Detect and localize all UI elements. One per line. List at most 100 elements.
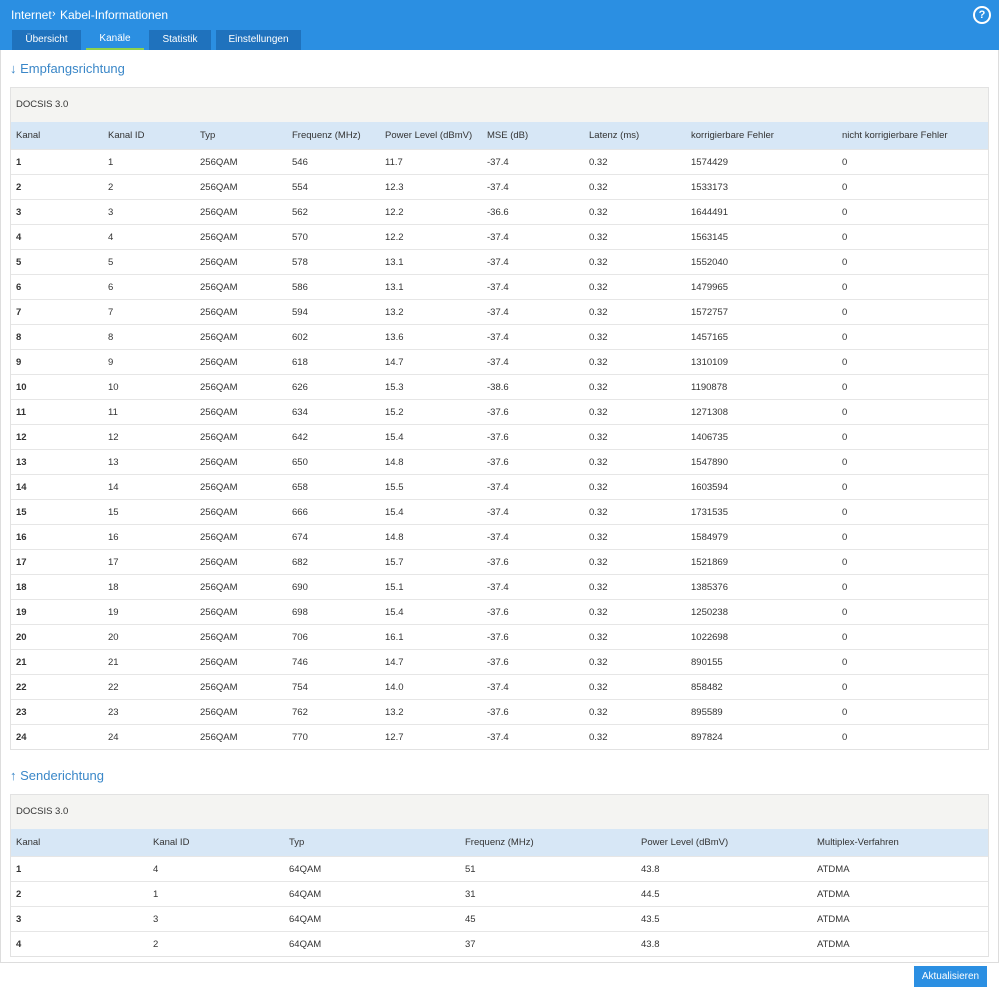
table-cell: 12 xyxy=(16,432,27,443)
table-cell: 0 xyxy=(842,407,848,418)
table-cell: -37.4 xyxy=(487,307,509,318)
table-cell: 13 xyxy=(16,457,27,468)
table-cell: 0.32 xyxy=(589,707,608,718)
table-cell: 43.8 xyxy=(641,939,660,950)
table-cell: 256QAM xyxy=(200,382,238,393)
table-cell: 0.32 xyxy=(589,357,608,368)
table-cell: 256QAM xyxy=(200,632,238,643)
refresh-button[interactable]: Aktualisieren xyxy=(914,966,987,987)
table-cell: 256QAM xyxy=(200,482,238,493)
table-cell: 8 xyxy=(108,332,114,343)
table-row: 9 9 256QAM 618 14.7 -37.4 0.32 1310109 0 xyxy=(11,349,988,374)
section-title: ↓ Empfangsrichtung xyxy=(10,61,125,76)
table-cell: 1533173 xyxy=(691,182,728,193)
table-cell: 10 xyxy=(108,382,119,393)
table-cell: 1479965 xyxy=(691,282,728,293)
table-cell: 0.32 xyxy=(589,732,608,743)
tab[interactable]: Übersicht xyxy=(12,30,81,50)
section-title: ↑ Senderichtung xyxy=(10,768,104,783)
table-cell: 0 xyxy=(842,557,848,568)
table-cell: -37.4 xyxy=(487,582,509,593)
table-row: 4 4 256QAM 570 12.2 -37.4 0.32 1563145 0 xyxy=(11,224,988,249)
header: Internet › Kabel-Informationen ? Übersic… xyxy=(0,0,999,50)
tab[interactable]: Einstellungen xyxy=(216,30,301,50)
breadcrumb: Kabel-Informationen xyxy=(60,8,169,22)
help-button[interactable]: ? xyxy=(973,6,991,24)
table-cell: 256QAM xyxy=(200,157,238,168)
table-cell: 13.1 xyxy=(385,257,404,268)
table-cell: 7 xyxy=(108,307,114,318)
table-cell: 256QAM xyxy=(200,357,238,368)
column-header: Frequenz (MHz) xyxy=(465,837,534,848)
table-cell: 256QAM xyxy=(200,207,238,218)
table-cell: 1547890 xyxy=(691,457,728,468)
table-cell: 746 xyxy=(292,657,308,668)
table-cell: 0.32 xyxy=(589,257,608,268)
table-cell: 256QAM xyxy=(200,182,238,193)
table-cell: -37.6 xyxy=(487,457,509,468)
table-cell: 0 xyxy=(842,732,848,743)
table-cell: 5 xyxy=(16,257,22,268)
table-cell: 754 xyxy=(292,682,308,693)
table-cell: 0 xyxy=(842,707,848,718)
table-cell: 2 xyxy=(16,889,22,900)
table-cell: 1406735 xyxy=(691,432,728,443)
table-cell: 698 xyxy=(292,607,308,618)
table-cell: 546 xyxy=(292,157,308,168)
table-cell: 890155 xyxy=(691,657,723,668)
table-cell: 1 xyxy=(108,157,114,168)
column-header: Kanal ID xyxy=(108,130,145,141)
table-cell: 5 xyxy=(108,257,114,268)
table-cell: -37.6 xyxy=(487,657,509,668)
table-row: 1 1 256QAM 546 11.7 -37.4 0.32 1574429 0 xyxy=(11,149,988,174)
table-row: 5 5 256QAM 578 13.1 -37.4 0.32 1552040 0 xyxy=(11,249,988,274)
column-header: Typ xyxy=(200,130,216,141)
table-cell: 0.32 xyxy=(589,332,608,343)
table-cell: 0 xyxy=(842,607,848,618)
breadcrumb[interactable]: Internet xyxy=(11,8,52,22)
table-cell: 12.7 xyxy=(385,732,404,743)
table-row: 6 6 256QAM 586 13.1 -37.4 0.32 1479965 0 xyxy=(11,274,988,299)
table-row: 22 22 256QAM 754 14.0 -37.4 0.32 858482 0 xyxy=(11,674,988,699)
table-cell: 0 xyxy=(842,357,848,368)
table-cell: 24 xyxy=(108,732,119,743)
table-cell: -37.4 xyxy=(487,257,509,268)
table-cell: 0.32 xyxy=(589,432,608,443)
table-cell: 14 xyxy=(108,482,119,493)
table-row: 11 11 256QAM 634 15.2 -37.6 0.32 1271308 0 xyxy=(11,399,988,424)
table-cell: 24 xyxy=(16,732,27,743)
column-header: Kanal ID xyxy=(153,837,190,848)
table-cell: 256QAM xyxy=(200,507,238,518)
table-cell: 256QAM xyxy=(200,607,238,618)
table-header: Kanal Kanal ID Typ Frequenz (MHz) Power Leve… xyxy=(11,122,988,149)
table-cell: 0 xyxy=(842,257,848,268)
table-cell: 1563145 xyxy=(691,232,728,243)
table-row: 7 7 256QAM 594 13.2 -37.4 0.32 1572757 0 xyxy=(11,299,988,324)
tab[interactable]: Statistik xyxy=(149,30,211,50)
column-header: korrigierbare Fehler xyxy=(691,130,774,141)
table-cell: 0.32 xyxy=(589,557,608,568)
table-cell: 15.5 xyxy=(385,482,404,493)
tab-active[interactable]: Kanäle xyxy=(86,30,144,50)
table-cell: 770 xyxy=(292,732,308,743)
table-cell: 658 xyxy=(292,482,308,493)
table-cell: -37.4 xyxy=(487,357,509,368)
table-cell: 706 xyxy=(292,632,308,643)
table-cell: 1521869 xyxy=(691,557,728,568)
table-cell: 0.32 xyxy=(589,207,608,218)
table-cell: 21 xyxy=(108,657,119,668)
table-cell: 43.8 xyxy=(641,864,660,875)
table-cell: 0 xyxy=(842,157,848,168)
table-cell: 8 xyxy=(16,332,22,343)
column-header: nicht korrigierbare Fehler xyxy=(842,130,948,141)
table-cell: 9 xyxy=(108,357,114,368)
table-cell: 15.2 xyxy=(385,407,404,418)
table-cell: 18 xyxy=(108,582,119,593)
table-cell: 6 xyxy=(108,282,114,293)
downstream-table: DOCSIS 3.0 Kanal Kanal ID Typ Frequenz (MHz)… xyxy=(10,87,989,750)
table-cell: 1572757 xyxy=(691,307,728,318)
table-row: 20 20 256QAM 706 16.1 -37.6 0.32 1022698 0 xyxy=(11,624,988,649)
table-cell: 0 xyxy=(842,182,848,193)
table-cell: 1731535 xyxy=(691,507,728,518)
table-cell: -37.4 xyxy=(487,732,509,743)
